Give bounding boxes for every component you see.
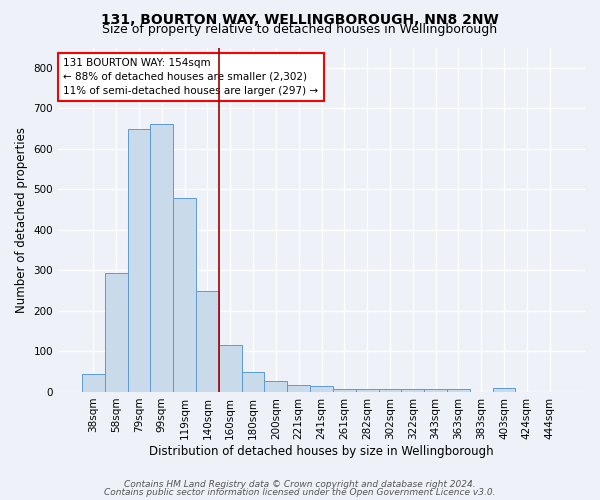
Text: Size of property relative to detached houses in Wellingborough: Size of property relative to detached ho… [103, 22, 497, 36]
Bar [447, 388, 470, 392]
Bar [333, 388, 356, 392]
Bar [356, 389, 379, 392]
Bar [105, 273, 128, 392]
Bar [401, 388, 424, 392]
Bar [379, 389, 401, 392]
Bar [219, 346, 242, 392]
Bar [196, 290, 219, 392]
Y-axis label: Number of detached properties: Number of detached properties [15, 126, 28, 312]
Bar [493, 388, 515, 392]
Bar [173, 198, 196, 392]
Bar [287, 385, 310, 392]
Bar [310, 386, 333, 392]
Text: 131, BOURTON WAY, WELLINGBOROUGH, NN8 2NW: 131, BOURTON WAY, WELLINGBOROUGH, NN8 2N… [101, 12, 499, 26]
Bar [424, 388, 447, 392]
Bar [242, 372, 265, 392]
Bar [128, 130, 151, 392]
Text: Contains HM Land Registry data © Crown copyright and database right 2024.: Contains HM Land Registry data © Crown c… [124, 480, 476, 489]
Bar [82, 374, 105, 392]
Text: Contains public sector information licensed under the Open Government Licence v3: Contains public sector information licen… [104, 488, 496, 497]
Bar [265, 381, 287, 392]
Bar [151, 124, 173, 392]
X-axis label: Distribution of detached houses by size in Wellingborough: Distribution of detached houses by size … [149, 444, 494, 458]
Text: 131 BOURTON WAY: 154sqm
← 88% of detached houses are smaller (2,302)
11% of semi: 131 BOURTON WAY: 154sqm ← 88% of detache… [64, 58, 319, 96]
